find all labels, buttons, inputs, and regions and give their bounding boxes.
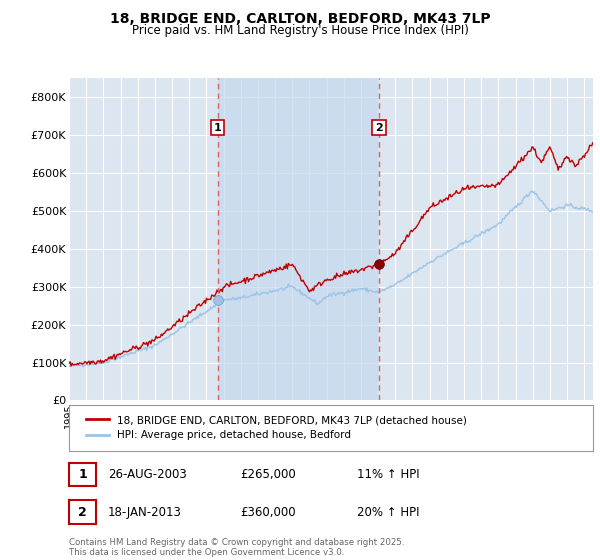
Text: 20% ↑ HPI: 20% ↑ HPI [357, 506, 419, 519]
Legend: 18, BRIDGE END, CARLTON, BEDFORD, MK43 7LP (detached house), HPI: Average price,: 18, BRIDGE END, CARLTON, BEDFORD, MK43 7… [79, 409, 473, 447]
Text: 1: 1 [78, 468, 87, 481]
Text: 2: 2 [78, 506, 87, 519]
Text: 11% ↑ HPI: 11% ↑ HPI [357, 468, 419, 481]
Text: 1: 1 [214, 123, 221, 133]
Text: Price paid vs. HM Land Registry's House Price Index (HPI): Price paid vs. HM Land Registry's House … [131, 24, 469, 37]
Bar [218, 78, 379, 400]
Text: 26-AUG-2003: 26-AUG-2003 [108, 468, 187, 481]
Text: 18-JAN-2013: 18-JAN-2013 [108, 506, 182, 519]
Text: 18, BRIDGE END, CARLTON, BEDFORD, MK43 7LP: 18, BRIDGE END, CARLTON, BEDFORD, MK43 7… [110, 12, 490, 26]
Text: £360,000: £360,000 [240, 506, 296, 519]
Text: Contains HM Land Registry data © Crown copyright and database right 2025.
This d: Contains HM Land Registry data © Crown c… [69, 538, 404, 557]
Text: 2: 2 [375, 123, 383, 133]
Text: £265,000: £265,000 [240, 468, 296, 481]
